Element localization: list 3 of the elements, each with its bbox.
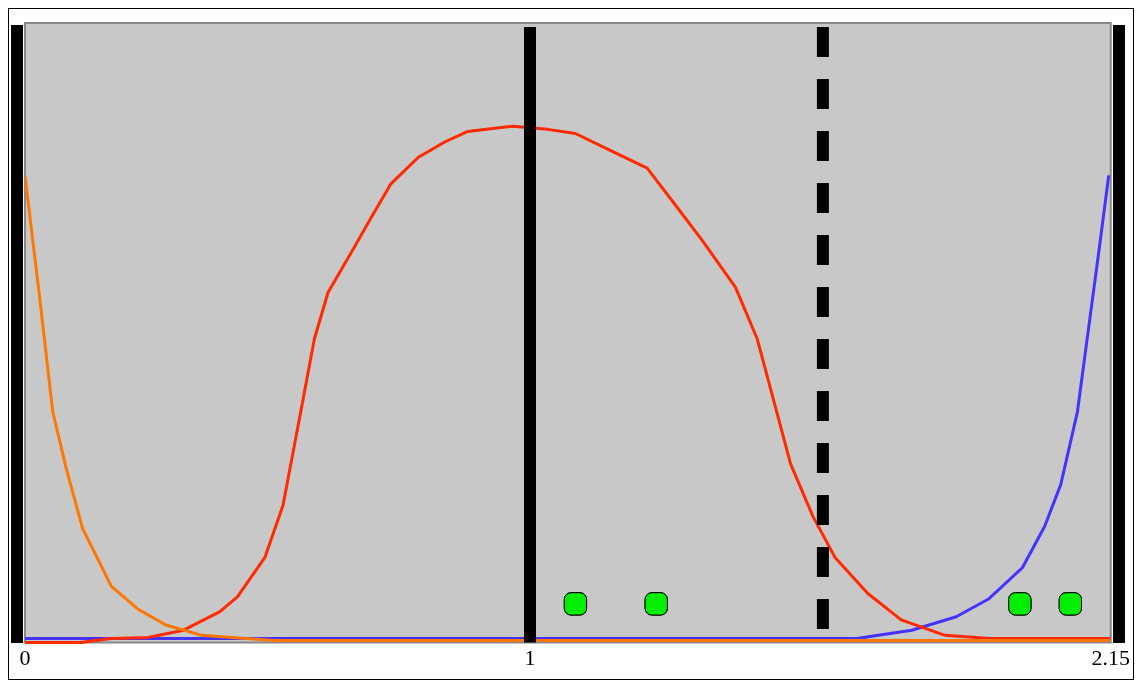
x-tick-label: 2.15 bbox=[1091, 644, 1130, 670]
x-tick-label: 0 bbox=[19, 644, 31, 670]
x-tick-label: 1 bbox=[524, 644, 536, 670]
